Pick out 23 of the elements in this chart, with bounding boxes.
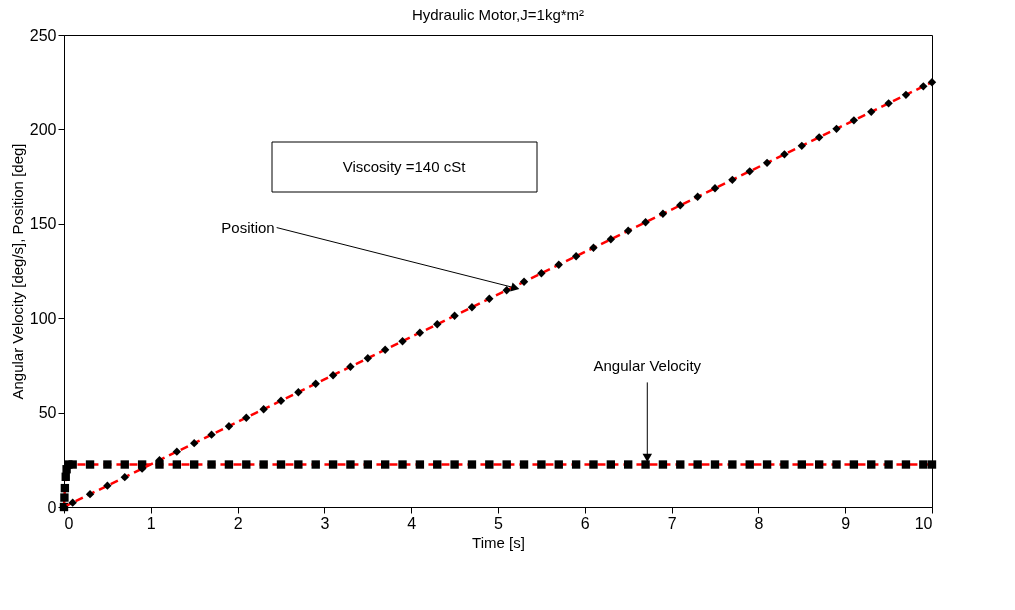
x-tick-label: 6 xyxy=(580,514,590,532)
y-axis-title: Angular Velocity [deg/s], Position [deg] xyxy=(8,143,26,400)
x-tick-label: 1 xyxy=(146,514,156,532)
annotation: Position xyxy=(221,218,275,236)
x-tick-label: 10 xyxy=(914,514,933,532)
y-tick-label: 50 xyxy=(38,404,57,422)
annotation: Angular Velocity xyxy=(593,357,702,375)
x-tick-label: 8 xyxy=(754,514,764,532)
x-tick-label: 0 xyxy=(64,514,74,532)
x-tick-label: 5 xyxy=(494,514,504,532)
x-tick-label: 7 xyxy=(667,514,677,532)
y-tick-label: 250 xyxy=(29,26,57,44)
x-axis-title: Time [s] xyxy=(472,533,525,551)
x-tick-label: 4 xyxy=(407,514,417,532)
chart-title: Hydraulic Motor,J=1kg*m² xyxy=(411,6,585,23)
x-tick-label: 3 xyxy=(320,514,330,532)
y-tick-label: 200 xyxy=(29,120,57,138)
y-tick-label: 100 xyxy=(29,309,57,327)
x-tick-label: 2 xyxy=(233,514,243,532)
y-tick-label: 150 xyxy=(29,215,57,233)
x-tick-label: 9 xyxy=(841,514,851,532)
y-tick-label: 0 xyxy=(47,498,57,516)
annotation: Viscosity =140 cSt xyxy=(342,158,467,175)
